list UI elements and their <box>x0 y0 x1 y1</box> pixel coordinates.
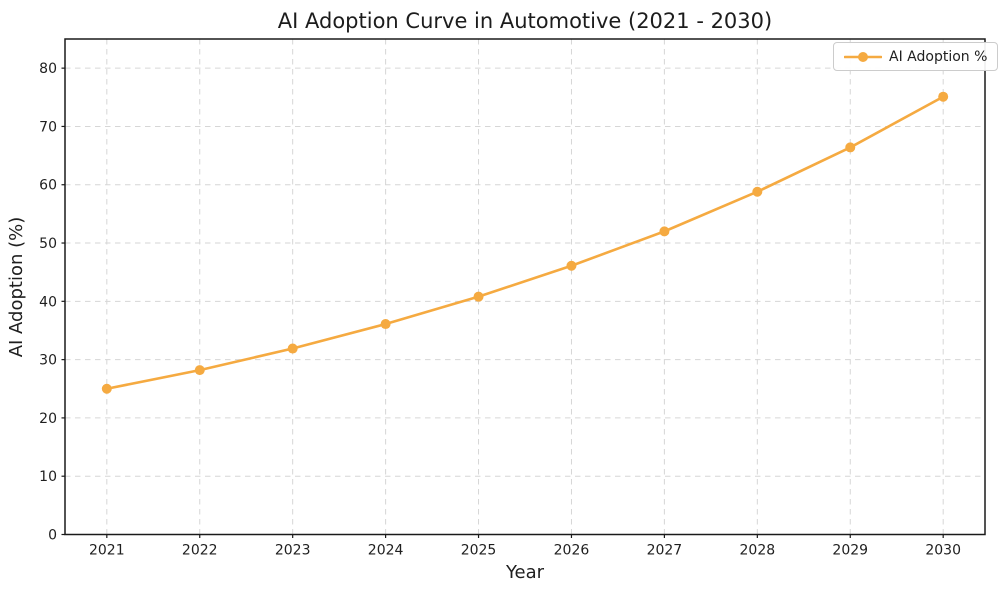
data-point-2021 <box>101 383 112 394</box>
chart-title: AI Adoption Curve in Automotive (2021 - … <box>277 9 773 33</box>
data-point-2026 <box>566 260 577 271</box>
x-tick-label-2023: 2023 <box>275 543 311 559</box>
y-tick-label-10: 10 <box>39 469 57 485</box>
data-point-2022 <box>194 365 205 376</box>
legend: AI Adoption % <box>833 42 999 71</box>
y-tick-label-40: 40 <box>39 294 57 310</box>
y-tick-label-80: 80 <box>39 61 57 77</box>
x-axis-label: Year <box>505 562 545 583</box>
x-tick-label-2025: 2025 <box>461 543 497 559</box>
y-tick-label-60: 60 <box>39 178 57 194</box>
y-tick-label-0: 0 <box>48 528 57 544</box>
y-tick-label-30: 30 <box>39 353 57 369</box>
y-axis-label: AI Adoption (%) <box>6 216 28 358</box>
x-tick-label-2030: 2030 <box>925 543 961 559</box>
x-tick-label-2021: 2021 <box>89 543 125 559</box>
x-tick-label-2027: 2027 <box>647 543 683 559</box>
x-tick-label-2028: 2028 <box>740 543 776 559</box>
legend-line-marker-icon <box>844 51 882 62</box>
axes-frame <box>64 38 986 536</box>
y-tick-label-50: 50 <box>39 236 57 252</box>
y-tick-label-20: 20 <box>39 411 57 427</box>
data-point-2027 <box>659 226 670 237</box>
x-tick-label-2026: 2026 <box>554 543 590 559</box>
data-point-2025 <box>473 291 484 302</box>
x-tick-label-2022: 2022 <box>182 543 218 559</box>
data-point-2028 <box>752 186 763 197</box>
y-tick-label-70: 70 <box>39 119 57 135</box>
data-point-2024 <box>380 319 391 330</box>
x-tick-label-2029: 2029 <box>832 543 868 559</box>
data-point-2023 <box>287 343 298 354</box>
legend-sample-marker <box>858 51 868 62</box>
data-point-2029 <box>845 142 856 153</box>
legend-entry-label: AI Adoption % <box>889 48 988 65</box>
data-point-2030 <box>938 91 949 102</box>
trend-line-ai-adoption- <box>105 95 945 391</box>
x-tick-label-2024: 2024 <box>368 543 404 559</box>
